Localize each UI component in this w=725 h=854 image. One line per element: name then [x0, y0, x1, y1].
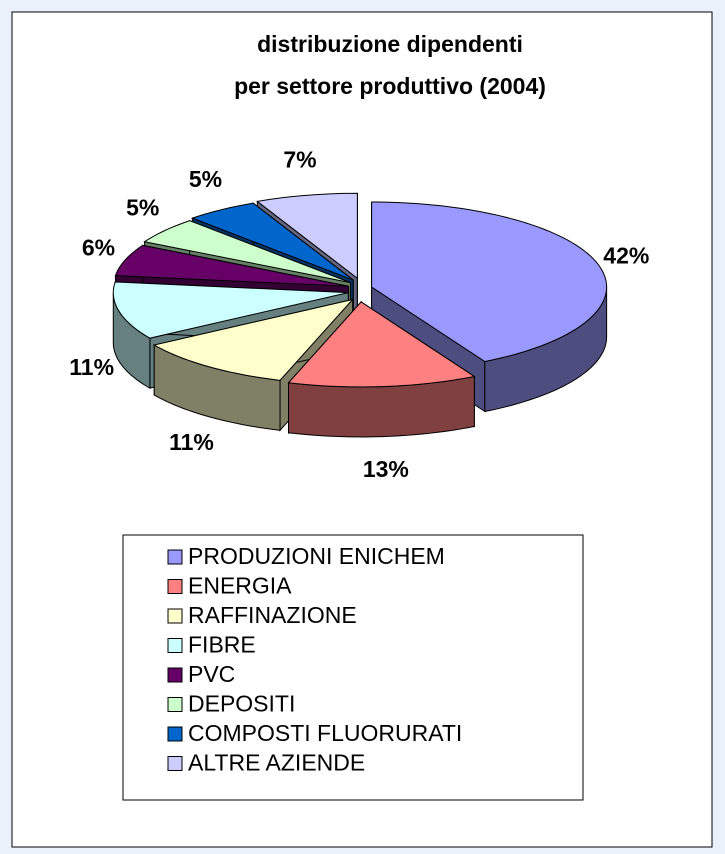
slice [114, 244, 349, 287]
legend-box [122, 534, 584, 801]
legend-label: COMPOSTI FLUORURATI [188, 720, 462, 746]
chart-title: per settore produttivo (2004) [234, 73, 546, 99]
data-label: 11% [69, 354, 114, 380]
legend-label: PVC [188, 661, 235, 687]
legend-swatch [167, 756, 183, 771]
data-label: 13% [363, 456, 409, 482]
legend-swatch [167, 638, 183, 653]
slice [371, 201, 608, 363]
data-label: 5% [126, 194, 159, 220]
slice [112, 281, 349, 339]
legend-swatch [167, 726, 183, 742]
data-label: 11% [169, 429, 214, 455]
data-label: 5% [189, 166, 222, 192]
data-label: 42% [603, 242, 649, 268]
legend-swatch [167, 579, 183, 594]
legend-swatch [167, 608, 183, 624]
slice [256, 192, 358, 280]
legend-label: PRODUZIONI ENICHEM [188, 543, 445, 569]
slice [152, 298, 355, 381]
legend-swatch [167, 549, 183, 565]
legend-label: FIBRE [188, 632, 256, 658]
legend-label: ENERGIA [188, 573, 292, 599]
legend-swatch [167, 667, 183, 683]
legend-label: DEPOSITI [188, 691, 295, 717]
data-label: 6% [82, 234, 115, 260]
slice [190, 202, 354, 281]
data-label: 7% [283, 147, 316, 173]
legend-label: RAFFINAZIONE [188, 602, 357, 628]
slice [143, 220, 351, 284]
slice [287, 301, 476, 388]
chart-title: distribuzione dipendenti [257, 31, 523, 57]
legend-swatch [167, 697, 183, 712]
legend-label: ALTRE AZIENDE [188, 750, 365, 776]
